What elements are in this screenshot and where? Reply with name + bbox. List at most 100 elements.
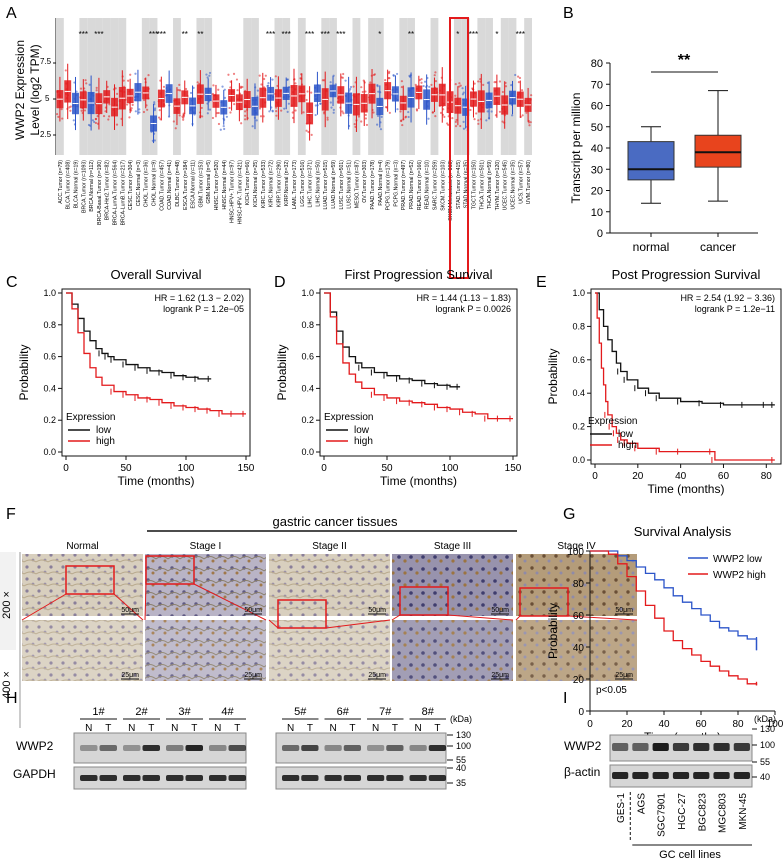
panel-a-dot [305,98,308,102]
panel-a-dot [376,123,379,126]
panel-a-dot [490,110,493,113]
panelC-xtick-label: 50 [120,463,132,474]
panelC-title: Overall Survival [110,267,201,282]
panel-h-sample-label: 4# [221,706,234,718]
panel-a-dot [477,119,480,122]
panel-h-sample-label: 8# [422,706,435,718]
panel-f-image-400x [145,620,266,681]
panel-a-dot [225,115,228,118]
panel-a-dot [212,84,215,87]
panel-g-ytick-label: 0 [578,707,584,718]
panel-h-lane-label: N [214,723,221,734]
panel-a-dot [196,81,199,84]
panel-a-dot [434,80,438,83]
panel-a-significance-stars: * [495,30,498,39]
panel-a-dot [332,108,335,111]
panel-a-xtick-label: DLBC.Tumor (n=48) [175,160,181,207]
panel-a-dot [349,85,353,89]
panel-h-label-wwp2: WWP2 [16,739,54,753]
panel-a-dot [153,139,156,142]
panel-a-dot [414,83,417,86]
panel-a-significance-stars: *** [94,30,103,39]
panel-a-dot [129,73,132,76]
panel-a-dot [498,110,502,113]
panel-f-scale-200x: 50μm [491,607,509,614]
panel-i-marker-label: 100 [760,740,775,750]
panel-a-dot [407,110,410,114]
panel-h-lane-label: N [128,723,135,734]
panel-i-band-wwp2 [733,743,750,751]
panel-a-dot [182,114,185,117]
panel-a-dot [342,72,345,76]
panel-h-lane-label: N [372,723,379,734]
panel-a-dot [461,93,465,96]
panel-a-dot [287,102,290,105]
panel-a-dot [206,76,209,79]
panel-a-xtick-label: OV.Tumor (n=303) [362,160,368,203]
panel-a-dot [377,90,380,93]
panel-b-ytick-label: 50 [591,122,603,134]
panel-h-band-gapdh [428,775,446,781]
panel-h-lane-label: N [171,723,178,734]
panel-a-dot [266,84,269,88]
panel-a-dot [443,115,446,118]
panel-a-dot [93,120,96,124]
panel-a-dot [364,117,368,120]
panel-a-xtick-label: CESC.Tumor (n=304) [128,160,134,210]
panel-h-band-gapdh [282,775,300,781]
panel-a-dot [182,118,185,121]
panel-a-dot [454,120,457,123]
panel-a-dot [439,111,443,114]
panel-f-zoom-box [519,587,569,617]
panel-h-sample-label: 1# [92,706,105,718]
panel-i-cell-line-label: GES-1 [616,793,627,823]
panel-a-dot [219,128,222,131]
panel-f-zoom-box [65,565,115,595]
panel-a-dot [198,82,201,85]
panel-a-dot [400,80,404,83]
panel-a-dot [302,111,305,114]
panel-a-dot [228,106,231,110]
panel-a-dot [94,118,97,121]
panel-a-xtick-label: SKCM.Metastasis (n=368) [448,160,454,221]
panel-h-lane-label: T [434,723,440,734]
panelC-frame [61,288,251,457]
panel-i-band-actin [652,772,669,779]
panel-a-dot [459,84,462,87]
panel-a-dot [427,117,430,120]
panel-a-xtick-label: READ.Normal (n=10) [425,160,431,209]
panel-a-dot [271,109,274,112]
panel-i-band-wwp2 [672,743,690,751]
panelD-ytick-label: 0.6 [301,352,314,362]
panel-a-dot [260,83,263,86]
panel-a-dot [134,72,137,75]
panel-a-band [524,18,532,155]
panel-h-band-wwp2 [367,745,385,751]
panel-a-dot [504,85,508,88]
panel-a-xtick-label: LGG.Tumor (n=516) [300,160,306,207]
panel-i-band-wwp2 [713,743,730,751]
panel-a-dot [258,74,261,77]
panelC-ytick-label: 1.0 [43,288,56,298]
panel-a-ylabel-line2: Level (log2 TPM) [28,44,42,135]
panelE-legend-label-high: high [618,440,637,451]
panelD-xtick-label: 150 [505,463,522,474]
panel-a-dot [319,102,322,105]
panel-f-image-200x [145,554,266,616]
panel-a-dot [223,127,226,131]
panel-h-band-gapdh [301,775,319,781]
panel-a-dot [518,76,522,80]
panel-b-ytick-label: 10 [591,207,603,219]
panelD-ytick-label: 1.0 [301,288,314,298]
panel-a-significance-stars: *** [516,30,525,39]
panel-a-dot [433,74,436,77]
panel-a-xtick-label: MESO.Tumor (n=87) [354,160,360,208]
panel-g-xtick-label: 100 [767,719,783,730]
panel-a-dot [61,117,64,120]
panel-a-dot [369,81,372,84]
panel-a-dot [178,114,181,117]
panel-a-dot [525,111,528,114]
panel-b-ytick-label: 20 [591,186,603,198]
panel-a-dot [153,109,156,112]
panel-a-dot [477,80,480,83]
